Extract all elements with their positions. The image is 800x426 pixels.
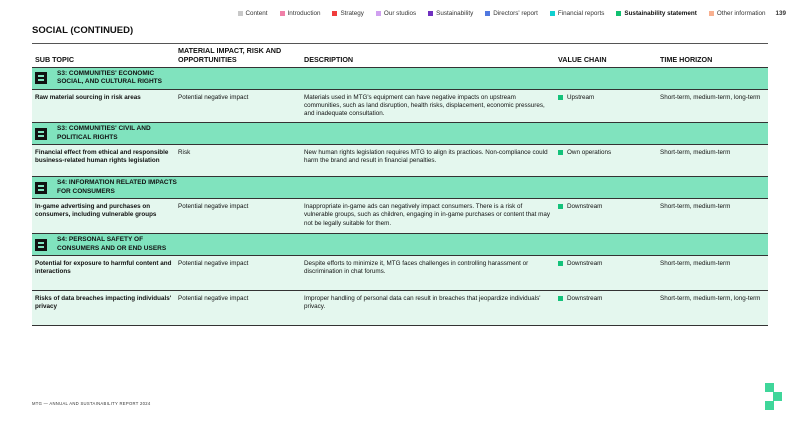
- time-horizon: Short-term, medium-term, long-term: [657, 89, 768, 124]
- nav-color-swatch: [428, 11, 434, 16]
- nav-item[interactable]: Our studios: [375, 10, 417, 17]
- nav-item-label: Sustainability statement: [624, 10, 697, 17]
- value-chain-marker-icon: [558, 296, 563, 302]
- description: Improper handling of personal data can r…: [290, 290, 555, 327]
- value-chain-label: Downstream: [567, 295, 603, 303]
- category-row: S4: PERSONAL SAFETY OF CONSUMERS AND OR …: [32, 233, 768, 257]
- category-row: S4: INFORMATION RELATED IMPACTS FOR CONS…: [32, 176, 768, 200]
- category-cell: S3: COMMUNITIES' ECONOMIC SOCIAL, AND CU…: [32, 67, 768, 90]
- header-sub-topic: SUB TOPIC: [32, 43, 175, 68]
- category-title: S4: INFORMATION RELATED IMPACTS FOR CONS…: [57, 179, 177, 195]
- nav-color-swatch: [708, 11, 714, 16]
- materiality-table: SUB TOPIC MATERIAL IMPACT, RISK AND OPPO…: [32, 43, 768, 327]
- value-chain: Downstream: [555, 198, 657, 235]
- header-time-horizon: TIME HORIZON: [657, 43, 768, 68]
- nav-item[interactable]: Directors' report: [485, 10, 538, 17]
- nav-item[interactable]: Financial reports: [549, 10, 605, 17]
- value-chain: Upstream: [555, 89, 657, 124]
- nav-color-swatch: [616, 11, 622, 16]
- consumer-safety-icon: [35, 238, 47, 251]
- sub-topic: Raw material sourcing in risk areas: [32, 89, 175, 124]
- value-chain-label: Downstream: [567, 260, 603, 268]
- nav-color-swatch: [485, 11, 491, 16]
- time-horizon: Short-term, medium-term: [657, 198, 768, 235]
- consumer-info-icon: [35, 181, 47, 194]
- nav-item-label: Strategy: [340, 10, 364, 17]
- value-chain: Downstream: [555, 255, 657, 292]
- nav-color-swatch: [549, 11, 555, 16]
- category-cell: S3: COMMUNITIES' CIVIL AND POLITICAL RIG…: [32, 122, 768, 146]
- nav-item[interactable]: Sustainability: [428, 10, 473, 17]
- header-description: DESCRIPTION: [290, 43, 555, 68]
- page-number: 139: [775, 10, 786, 17]
- nav-color-swatch: [375, 11, 381, 16]
- nav-color-swatch: [237, 11, 243, 16]
- value-chain: Downstream: [555, 290, 657, 327]
- nav-item-label: Introduction: [287, 10, 321, 17]
- description: Materials used in MTG's equipment can ha…: [290, 89, 555, 124]
- description: Inappropriate in-game ads can negatively…: [290, 198, 555, 235]
- nav-item[interactable]: Sustainability statement: [616, 10, 697, 17]
- header-value-chain: VALUE CHAIN: [555, 43, 657, 68]
- value-chain-marker-icon: [558, 150, 563, 156]
- category-cell: S4: PERSONAL SAFETY OF CONSUMERS AND OR …: [32, 233, 768, 257]
- category-title: S3: COMMUNITIES' CIVIL AND POLITICAL RIG…: [57, 125, 151, 141]
- table-row: Raw material sourcing in risk areas Pote…: [32, 89, 768, 124]
- section-nav: Content Introduction Strategy Our studios Su…: [237, 10, 786, 17]
- nav-color-swatch: [332, 11, 338, 16]
- nav-item-label: Content: [245, 10, 268, 17]
- category-row: S3: COMMUNITIES' CIVIL AND POLITICAL RIG…: [32, 122, 768, 146]
- header-impact: MATERIAL IMPACT, RISK AND OPPORTUNITIES: [175, 43, 290, 68]
- value-chain-label: Own operations: [567, 149, 612, 157]
- nav-item-label: Sustainability: [436, 10, 474, 17]
- category-cell: S4: INFORMATION RELATED IMPACTS FOR CONS…: [32, 176, 768, 200]
- nav-item-label: Other information: [716, 10, 766, 17]
- value-chain: Own operations: [555, 144, 657, 178]
- value-chain-label: Downstream: [567, 203, 603, 211]
- nav-item-label: Directors' report: [493, 10, 538, 17]
- nav-item[interactable]: Content: [237, 10, 268, 17]
- description: Despite efforts to minimize it, MTG face…: [290, 255, 555, 292]
- value-chain-marker-icon: [558, 94, 563, 100]
- time-horizon: Short-term, medium-term: [657, 255, 768, 292]
- value-chain-marker-icon: [558, 261, 563, 267]
- impact-type: Potential negative impact: [175, 255, 290, 292]
- sub-topic: Risks of data breaches impacting individ…: [32, 290, 175, 327]
- landscape-icon: [35, 72, 47, 85]
- impact-type: Potential negative impact: [175, 290, 290, 327]
- time-horizon: Short-term, medium-term, long-term: [657, 290, 768, 327]
- footer-text: MTG — ANNUAL AND SUSTAINABILITY REPORT 2…: [32, 401, 151, 406]
- time-horizon: Short-term, medium-term: [657, 144, 768, 178]
- sub-topic: Financial effect from ethical and respon…: [32, 144, 175, 178]
- table-row: In-game advertising and purchases on con…: [32, 198, 768, 235]
- value-chain-marker-icon: [558, 204, 563, 210]
- impact-type: Potential negative impact: [175, 198, 290, 235]
- value-chain-label: Upstream: [567, 93, 595, 101]
- table-row: Potential for exposure to harmful conten…: [32, 255, 768, 292]
- description: New human rights legislation requires MT…: [290, 144, 555, 178]
- table-row: Risks of data breaches impacting individ…: [32, 290, 768, 327]
- grid-people-icon: [35, 127, 47, 140]
- category-title: S3: COMMUNITIES' ECONOMIC SOCIAL, AND CU…: [57, 69, 162, 86]
- impact-type: Risk: [175, 144, 290, 178]
- nav-item-label: Financial reports: [557, 10, 605, 17]
- category-title: S4: PERSONAL SAFETY OF CONSUMERS AND OR …: [57, 236, 167, 252]
- impact-type: Potential negative impact: [175, 89, 290, 124]
- sub-topic: Potential for exposure to harmful conten…: [32, 255, 175, 292]
- nav-item[interactable]: Other information: [708, 10, 766, 17]
- nav-item[interactable]: Introduction: [279, 10, 321, 17]
- nav-item[interactable]: Strategy: [332, 10, 364, 17]
- nav-item-label: Our studios: [383, 10, 417, 17]
- table-row: Financial effect from ethical and respon…: [32, 144, 768, 178]
- category-row: S3: COMMUNITIES' ECONOMIC SOCIAL, AND CU…: [32, 67, 768, 90]
- nav-color-swatch: [279, 11, 285, 16]
- sub-topic: In-game advertising and purchases on con…: [32, 198, 175, 235]
- page-title: SOCIAL (CONTINUED): [32, 25, 134, 36]
